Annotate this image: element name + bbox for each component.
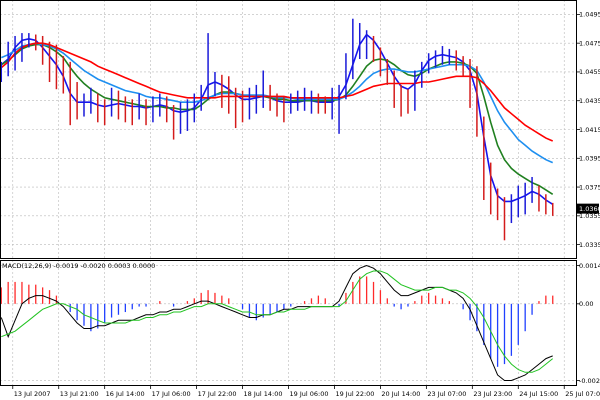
time-axis: 13 Jul 2007 13 Jul 21:00 16 Jul 14:00 17 Ju… [12, 386, 600, 398]
time-axis-label: 18 Jul 14:00 [244, 390, 283, 398]
price-gridlines [0, 0, 577, 259]
time-axis-label: 17 Jul 06:00 [152, 390, 191, 398]
time-axis-label: 17 Jul 22:00 [198, 390, 237, 398]
macd-lines [0, 264, 554, 381]
price-axis: 1.0495 1.0475 1.0455 1.0435 1.0415 1.0395 1.03… [577, 11, 600, 249]
signal-line [1, 270, 554, 373]
macd-axis-label: 0.0014 [579, 262, 600, 270]
macd-axis: 0.0014 0.00 -0.0028 [577, 262, 600, 385]
time-axis-label: 19 Jul 22:00 [335, 390, 374, 398]
price-panel-frame [0, 0, 577, 259]
price-axis-label: 1.0395 [579, 155, 600, 163]
time-axis-label: 16 Jul 14:00 [106, 390, 145, 398]
macd-panel-frame [0, 260, 577, 386]
time-axis-label: 20 Jul 14:00 [381, 390, 420, 398]
time-axis-label: 25 Jul 07:00 [565, 390, 600, 398]
price-axis-label: 1.0355 [579, 212, 600, 220]
time-axis-label: 23 Jul 23:00 [473, 390, 512, 398]
price-axis-label: 1.0455 [579, 68, 600, 76]
current-price-label: 1.0360 [579, 205, 600, 213]
price-bars [0, 18, 554, 241]
price-axis-label: 1.0435 [579, 97, 600, 105]
price-axis-label: 1.0375 [579, 183, 600, 191]
macd-axis-label: -0.0028 [579, 377, 600, 385]
macd-gridlines [0, 260, 577, 386]
price-axis-label: 1.0415 [579, 126, 600, 134]
time-axis-label: 13 Jul 21:00 [60, 390, 99, 398]
macd-indicator-label: MACD(12,26,9) -0.0019 -0.0020 0.0003 0.0… [2, 262, 155, 270]
time-axis-label: 24 Jul 15:00 [519, 390, 558, 398]
price-axis-label: 1.0475 [579, 39, 600, 47]
time-axis-label: 13 Jul 2007 [14, 390, 51, 398]
macd-axis-label: 0.00 [579, 300, 593, 308]
time-axis-label: 19 Jul 06:00 [290, 390, 329, 398]
current-price-marker [577, 203, 599, 214]
price-axis-label: 1.0495 [579, 11, 600, 19]
time-axis-label: 23 Jul 07:00 [427, 390, 466, 398]
price-axis-label: 1.0335 [579, 241, 600, 249]
